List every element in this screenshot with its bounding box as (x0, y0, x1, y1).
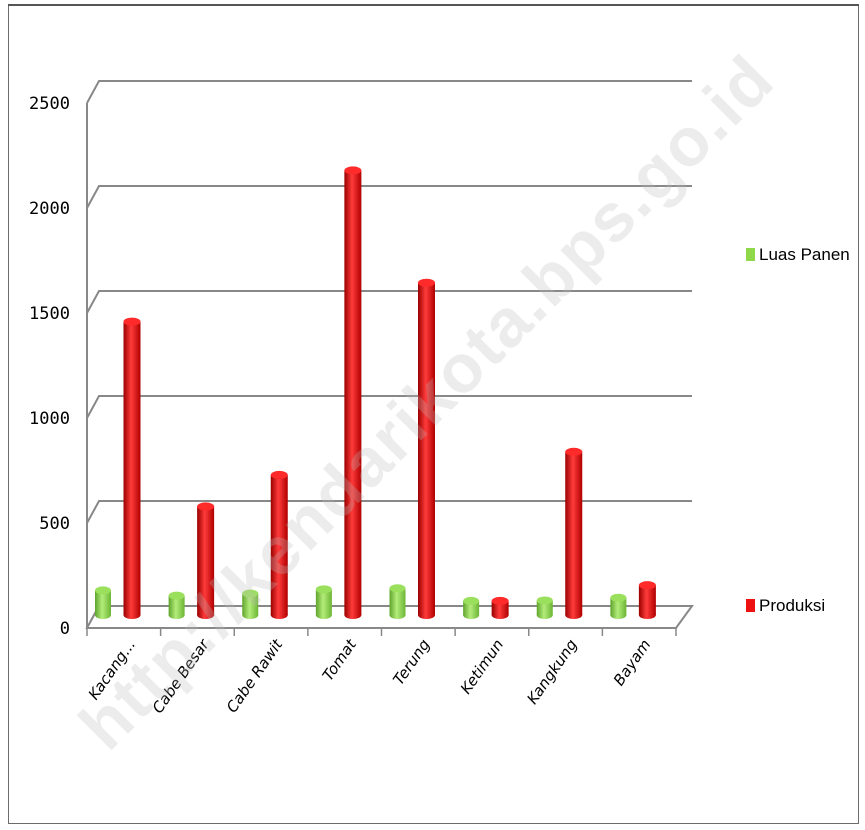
y-tick-label: 500 (39, 514, 70, 534)
x-category-label: Terung (389, 636, 433, 688)
bar-produksi (565, 447, 583, 619)
bars (95, 166, 656, 619)
legend-item: Luas Panen (746, 245, 850, 264)
x-category-label: Cabe Rawit (223, 635, 287, 716)
grid-lines (86, 80, 692, 629)
y-tick-label: 2000 (29, 199, 70, 219)
y-tick-label: 1500 (29, 304, 70, 324)
legend-item: Produksi (746, 596, 825, 615)
y-tick-label: 2500 (29, 94, 70, 114)
x-category-label: Bayam (610, 636, 655, 689)
bar-luas-panen (536, 596, 553, 619)
legend-label: Luas Panen (759, 245, 850, 264)
legend-swatch (746, 599, 755, 612)
x-category-label: Tomat (319, 635, 361, 684)
gridline (86, 395, 692, 419)
x-category-label: Cabe Besar (149, 635, 213, 716)
gridline (86, 290, 692, 314)
top-border (8, 4, 859, 6)
bar-produksi (197, 502, 215, 619)
bar-produksi (418, 278, 435, 619)
bar-produksi (123, 317, 141, 619)
y-tick-label: 0 (60, 619, 70, 639)
x-category-label: Kacang... (85, 636, 139, 703)
gridline (86, 500, 692, 524)
axes (85, 103, 694, 636)
gridline (86, 80, 692, 104)
gridline (86, 185, 692, 209)
legend-swatch (746, 248, 755, 261)
x-category-label: Kangkung (523, 636, 581, 708)
bar-luas-panen (463, 596, 480, 619)
y-tick-label: 1000 (29, 409, 70, 429)
bar-produksi (491, 596, 509, 619)
x-category-label: Ketimun (457, 636, 507, 697)
legend-label: Produksi (759, 596, 825, 615)
bar-luas-panen (315, 585, 332, 619)
chart-frame (8, 6, 859, 824)
bar-luas-panen (610, 593, 627, 619)
bar-produksi (270, 470, 288, 619)
bar-luas-panen (242, 589, 259, 619)
bar-luas-panen (95, 586, 111, 619)
bar-produksi (638, 581, 656, 619)
bar-luas-panen (168, 591, 185, 619)
bar-luas-panen (389, 584, 406, 619)
bar-produksi (344, 166, 362, 619)
legend: Luas Panen Produksi (746, 245, 850, 615)
